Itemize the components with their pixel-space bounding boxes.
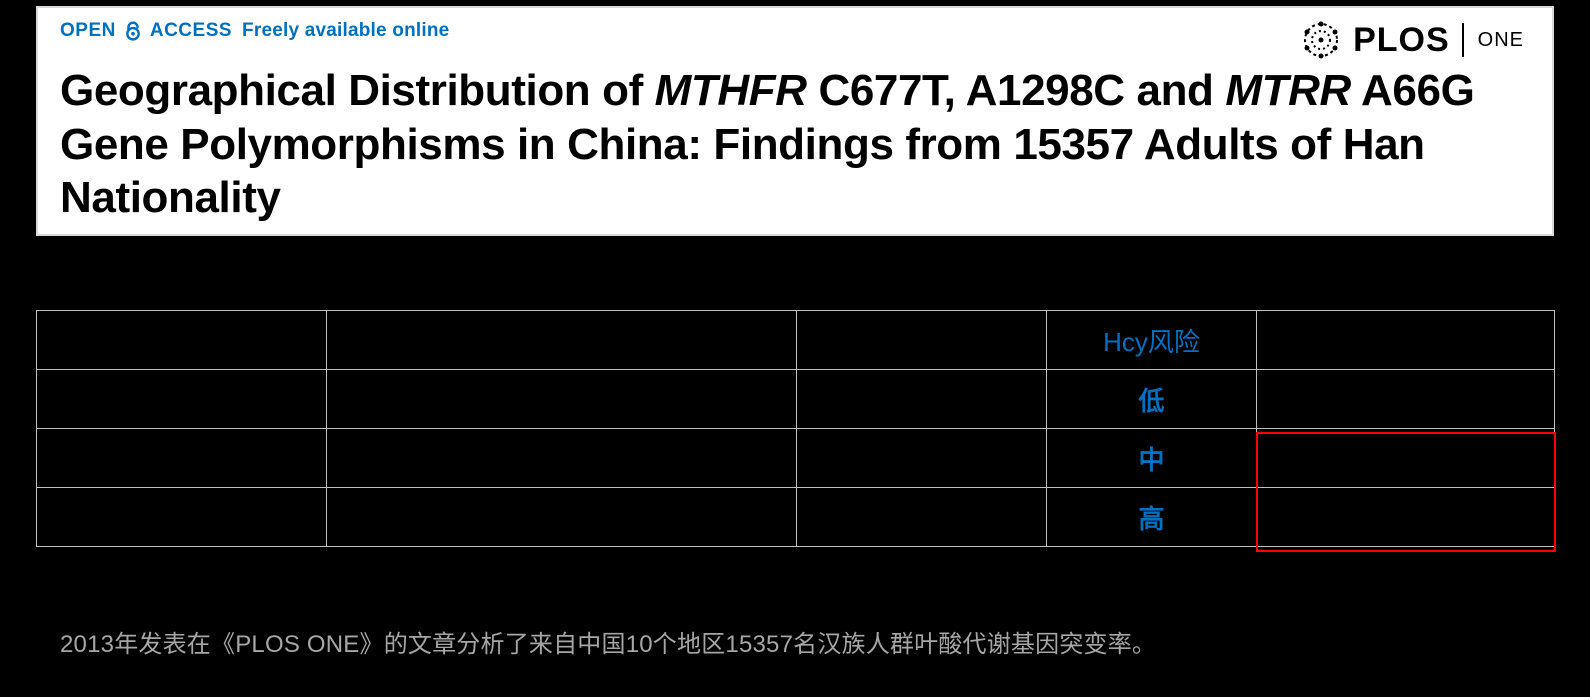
col-header-activity: 酶活性: [327, 311, 797, 370]
plos-text: PLOS: [1353, 21, 1450, 60]
plos-mark-icon: [1299, 18, 1343, 62]
cell-activity: [327, 370, 797, 429]
title-part-prefix: Geographical Distribution of: [60, 66, 655, 115]
cell-genotype: [37, 488, 327, 547]
cell-activity: [327, 488, 797, 547]
table-row: 高: [37, 488, 1555, 547]
genotype-table: MTHFR基因型 酶活性 叶酸利用能力 Hcy风险 中国人群比例 低 中 高: [36, 310, 1555, 547]
cell-hcy-risk: 中: [1047, 429, 1257, 488]
col-header-genotype: MTHFR基因型: [37, 311, 327, 370]
cell-activity: [327, 429, 797, 488]
cell-folate: [797, 429, 1047, 488]
table-row: 低: [37, 370, 1555, 429]
plos-one-text: ONE: [1478, 29, 1524, 52]
table-header-row: MTHFR基因型 酶活性 叶酸利用能力 Hcy风险 中国人群比例: [37, 311, 1555, 370]
open-access-open-text: OPEN: [60, 20, 116, 42]
col-header-ratio: 中国人群比例: [1257, 311, 1555, 370]
cell-ratio: [1257, 370, 1555, 429]
title-gene-mthfr: MTHFR: [655, 66, 807, 115]
table-row: 中: [37, 429, 1555, 488]
cell-ratio: [1257, 429, 1555, 488]
cell-hcy-risk: 低: [1047, 370, 1257, 429]
title-gene-mtrr: MTRR: [1225, 66, 1350, 115]
cell-genotype: [37, 429, 327, 488]
cell-folate: [797, 488, 1047, 547]
article-header-card: OPEN ACCESS Freely available online: [36, 6, 1554, 236]
open-access-lock-icon: [122, 20, 144, 42]
col-header-folate: 叶酸利用能力: [797, 311, 1047, 370]
title-part-mid: C677T, A1298C and: [807, 66, 1226, 115]
open-access-access-text: ACCESS: [150, 20, 232, 42]
open-access-tagline: Freely available online: [242, 20, 449, 42]
plos-logo: PLOS ONE: [1299, 18, 1524, 62]
cell-genotype: [37, 370, 327, 429]
figure-caption: 2013年发表在《PLOS ONE》的文章分析了来自中国10个地区15357名汉…: [60, 624, 1156, 659]
cell-ratio: [1257, 488, 1555, 547]
col-header-hcy: Hcy风险: [1047, 311, 1257, 370]
cell-hcy-risk: 高: [1047, 488, 1257, 547]
plos-separator: [1462, 23, 1464, 57]
page-root: OPEN ACCESS Freely available online: [0, 0, 1590, 697]
article-title: Geographical Distribution of MTHFR C677T…: [60, 64, 1530, 225]
cell-folate: [797, 370, 1047, 429]
